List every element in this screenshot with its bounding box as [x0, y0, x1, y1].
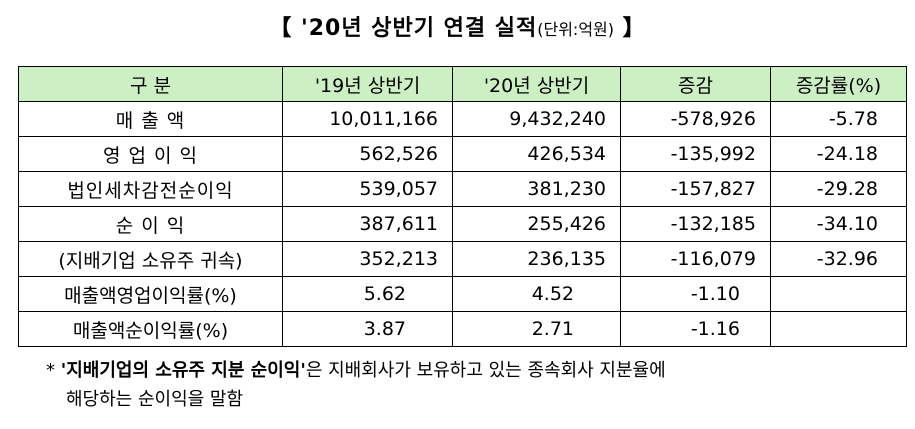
table-row: 법인세차감전순이익 539,057 381,230 -157,827 -29.2…: [18, 171, 907, 207]
cell-change: -135,992: [620, 136, 771, 172]
header-category: 구 분: [18, 66, 283, 102]
cell-change-rate: [770, 311, 907, 347]
cell-2020: 2.71: [452, 311, 621, 347]
cell-2020: 381,230: [452, 171, 621, 207]
footnote-text-2: 해당하는 순이익을 말함: [66, 389, 244, 410]
footnote-line-1: * '지배기업의 소유주 지분 순이익'은 지배회사가 보유하고 있는 종속회사…: [46, 356, 906, 385]
cell-2020: 4.52: [452, 276, 621, 312]
page-title: 【 '20년 상반기 연결 실적(단위:억원) 】: [0, 10, 915, 42]
footnote: * '지배기업의 소유주 지분 순이익'은 지배회사가 보유하고 있는 종속회사…: [46, 356, 906, 414]
cell-change: -578,926: [620, 101, 771, 137]
cell-2020: 9,432,240: [452, 101, 621, 137]
cell-change-rate: -24.18: [770, 136, 907, 172]
footnote-line-2: 해당하는 순이익을 말함: [46, 385, 906, 414]
table-row: 매출액순이익률(%) 3.87 2.71 -1.16: [18, 311, 907, 347]
title-bracket-close: 】: [614, 16, 646, 41]
cell-2020: 236,135: [452, 241, 621, 277]
cell-change: -1.16: [620, 311, 771, 347]
row-label: 매출액영업이익률(%): [18, 276, 283, 312]
cell-2020: 255,426: [452, 206, 621, 242]
cell-change-rate: -5.78: [770, 101, 907, 137]
header-change-rate: 증감률(%): [770, 66, 907, 102]
table-row: 매출액영업이익률(%) 5.62 4.52 -1.10: [18, 276, 907, 312]
header-2020-h1: '20년 상반기: [452, 66, 621, 102]
cell-2019: 5.62: [282, 276, 453, 312]
cell-2019: 3.87: [282, 311, 453, 347]
row-label: 매 출 액: [18, 101, 283, 137]
table-row: 순 이 익 387,611 255,426 -132,185 -34.10: [18, 206, 907, 242]
header-change: 증감: [620, 66, 771, 102]
title-main: '20년 상반기 연결 실적: [292, 16, 538, 41]
footnote-term: '지배기업의 소유주 지분 순이익': [60, 360, 306, 381]
row-label: (지배기업 소유주 귀속): [18, 241, 283, 277]
cell-2019: 10,011,166: [282, 101, 453, 137]
cell-2019: 387,611: [282, 206, 453, 242]
cell-change-rate: -34.10: [770, 206, 907, 242]
row-label: 매출액순이익률(%): [18, 311, 283, 347]
table-row: 매 출 액 10,011,166 9,432,240 -578,926 -5.7…: [18, 101, 907, 137]
cell-change: -132,185: [620, 206, 771, 242]
cell-change-rate: -32.96: [770, 241, 907, 277]
row-label: 순 이 익: [18, 206, 283, 242]
header-2019-h1: '19년 상반기: [282, 66, 453, 102]
table-row: (지배기업 소유주 귀속) 352,213 236,135 -116,079 -…: [18, 241, 907, 277]
row-label: 법인세차감전순이익: [18, 171, 283, 207]
cell-change: -1.10: [620, 276, 771, 312]
footnote-marker: *: [46, 360, 61, 381]
header-row: 구 분 '19년 상반기 '20년 상반기 증감 증감률(%): [18, 66, 907, 102]
cell-change-rate: -29.28: [770, 171, 907, 207]
cell-change: -116,079: [620, 241, 771, 277]
table-row: 영 업 이 익 562,526 426,534 -135,992 -24.18: [18, 136, 907, 172]
cell-2019: 562,526: [282, 136, 453, 172]
cell-change-rate: [770, 276, 907, 312]
cell-change: -157,827: [620, 171, 771, 207]
cell-2019: 539,057: [282, 171, 453, 207]
row-label: 영 업 이 익: [18, 136, 283, 172]
title-unit: (단위:억원): [537, 20, 615, 39]
title-bracket-open: 【: [269, 16, 293, 41]
cell-2019: 352,213: [282, 241, 453, 277]
cell-2020: 426,534: [452, 136, 621, 172]
footnote-text-1: 은 지배회사가 보유하고 있는 종속회사 지분율에: [305, 360, 666, 381]
results-table: 구 분 '19년 상반기 '20년 상반기 증감 증감률(%) 매 출 액 10…: [18, 66, 907, 347]
